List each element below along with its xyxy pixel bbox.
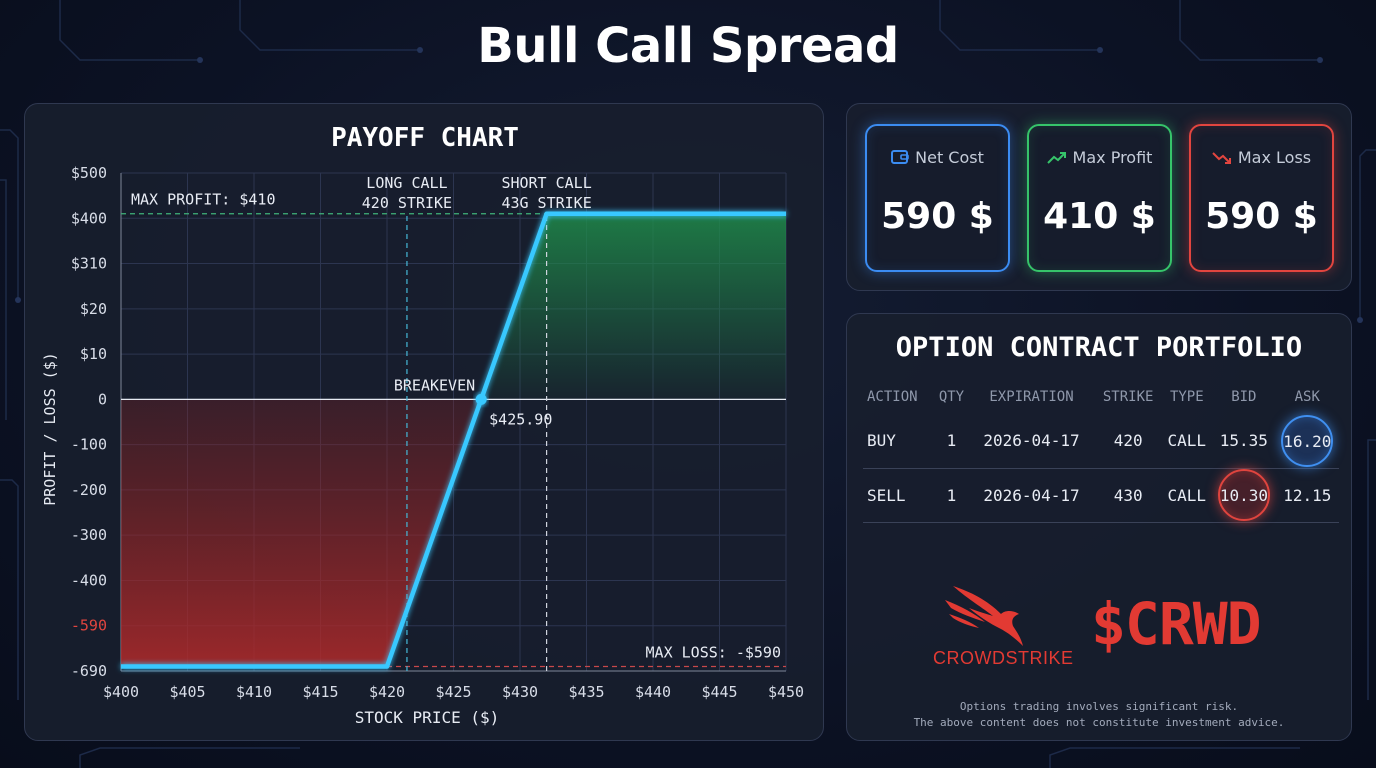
y-tick-label: $310 — [71, 255, 107, 273]
portfolio-title: OPTION CONTRACT PORTFOLIO — [895, 332, 1303, 363]
y-tick-label: $500 — [71, 164, 107, 182]
max-profit-value: 410 $ — [1043, 196, 1156, 237]
cell-qty: 1 — [934, 414, 969, 469]
cell-expiration: 2026-04-17 — [968, 414, 1095, 469]
breakeven-value-label: $425.90 — [489, 410, 552, 428]
col-header: EXPIRATION — [989, 389, 1074, 405]
payoff-chart-panel: PAYOFF CHART $400 $405 $410 $415 $420 $425 $43… — [24, 103, 824, 741]
payoff-line — [121, 211, 786, 669]
wallet-icon — [891, 150, 909, 164]
bid-highlight: 10.30 — [1217, 469, 1270, 521]
y-tick-label: $400 — [71, 209, 107, 227]
breakeven-label: BREAKEVEN — [394, 376, 475, 394]
col-header: ASK — [1294, 389, 1320, 405]
page-title: Bull Call Spread — [477, 18, 899, 74]
y-tick-label: $10 — [80, 345, 107, 363]
y-tick-label: -100 — [71, 436, 107, 454]
table-header-row: ACTION QTY EXPIRATION STRIKE TYPE BID AS… — [863, 380, 1339, 414]
x-tick-label: $400 — [103, 683, 139, 701]
x-tick-label: $405 — [169, 683, 205, 701]
ticker-symbol: $CRWD — [1091, 590, 1262, 658]
portfolio-table: ACTION QTY EXPIRATION STRIKE TYPE BID AS… — [863, 380, 1339, 523]
x-tick-label: $425 — [435, 683, 471, 701]
short-call-label: SHORT CALL — [501, 174, 591, 192]
y-tick-label: -200 — [71, 481, 107, 499]
x-tick-label: $430 — [502, 683, 538, 701]
x-tick-label: $450 — [768, 683, 804, 701]
cell-bid: 15.35 — [1212, 414, 1276, 469]
x-tick-label: $420 — [369, 683, 405, 701]
max-loss-value: 590 $ — [1205, 196, 1318, 237]
x-axis-label: STOCK PRICE ($) — [355, 708, 500, 727]
cell-ask: 16.20 — [1275, 414, 1339, 469]
max-loss-annotation: MAX LOSS: -$590 — [646, 643, 781, 661]
crowdstrike-wordmark: CROWDSTRIKE — [933, 648, 1074, 668]
trending-up-icon — [1046, 152, 1066, 164]
col-header: BID — [1231, 389, 1257, 405]
x-tick-label: $440 — [635, 683, 671, 701]
x-tick-label: $410 — [236, 683, 272, 701]
max-loss-label: Max Loss — [1237, 148, 1312, 167]
cell-bid: 10.30 — [1212, 468, 1276, 523]
trending-down-icon — [1212, 152, 1231, 164]
x-tick-label: $445 — [701, 683, 737, 701]
y-tick-label: 0 — [98, 390, 107, 408]
payoff-chart: PAYOFF CHART $400 $405 $410 $415 $420 $425 $43… — [41, 123, 804, 727]
loss-area — [121, 399, 482, 667]
y-tick-label: -690 — [71, 662, 107, 680]
net-cost-card: Net Cost 590 $ — [865, 124, 1010, 272]
summary-stats-panel: Net Cost 590 $ Max Profit 410 $ Max Loss… — [846, 103, 1352, 291]
disclaimer-line-1: Options trading involves significant ris… — [959, 700, 1239, 713]
col-header: QTY — [938, 389, 965, 405]
table-row: SELL 1 2026-04-17 430 CALL 10.30 12.15 — [863, 468, 1339, 523]
short-call-strike-label: 43G STRIKE — [501, 194, 591, 212]
breakeven-point — [475, 393, 487, 405]
cell-strike: 420 — [1094, 414, 1162, 469]
col-header: TYPE — [1169, 389, 1204, 405]
y-tick-label: $20 — [80, 300, 107, 318]
cell-type: CALL — [1161, 414, 1213, 469]
y-tick-label: -300 — [71, 526, 107, 544]
y-axis-label: PROFIT / LOSS ($) — [41, 352, 59, 506]
cell-action: SELL — [863, 468, 935, 523]
net-cost-label: Net Cost — [915, 148, 984, 167]
y-tick-label: -590 — [71, 617, 107, 635]
disclaimer-line-2: The above content does not constitute in… — [913, 716, 1285, 729]
x-tick-label: $415 — [302, 683, 338, 701]
net-cost-value: 590 $ — [881, 196, 994, 237]
cell-ask: 12.15 — [1275, 468, 1339, 523]
cell-strike: 430 — [1094, 468, 1162, 523]
x-tick-label: $435 — [568, 683, 604, 701]
max-profit-label: Max Profit — [1072, 148, 1153, 167]
col-header: ACTION — [867, 389, 918, 405]
cell-type: CALL — [1161, 468, 1213, 523]
chart-title: PAYOFF CHART — [331, 123, 519, 153]
max-loss-card: Max Loss 590 $ — [1189, 124, 1334, 272]
cell-action: BUY — [863, 414, 935, 469]
profit-area — [481, 213, 786, 400]
long-call-label: LONG CALL — [366, 174, 447, 192]
max-profit-annotation: MAX PROFIT: $410 — [131, 191, 276, 209]
ask-highlight: 16.20 — [1281, 414, 1334, 467]
y-tick-label: -400 — [71, 571, 107, 589]
col-header: STRIKE — [1102, 389, 1154, 405]
cell-expiration: 2026-04-17 — [968, 468, 1095, 523]
cell-qty: 1 — [934, 468, 969, 523]
max-profit-card: Max Profit 410 $ — [1027, 124, 1172, 272]
table-row: BUY 1 2026-04-17 420 CALL 15.35 16.20 — [863, 414, 1339, 469]
option-portfolio-panel: OPTION CONTRACT PORTFOLIO ACTION QTY EXP… — [846, 313, 1352, 741]
long-call-strike-label: 420 STRIKE — [362, 194, 452, 212]
crowdstrike-falcon-logo — [945, 586, 1023, 646]
